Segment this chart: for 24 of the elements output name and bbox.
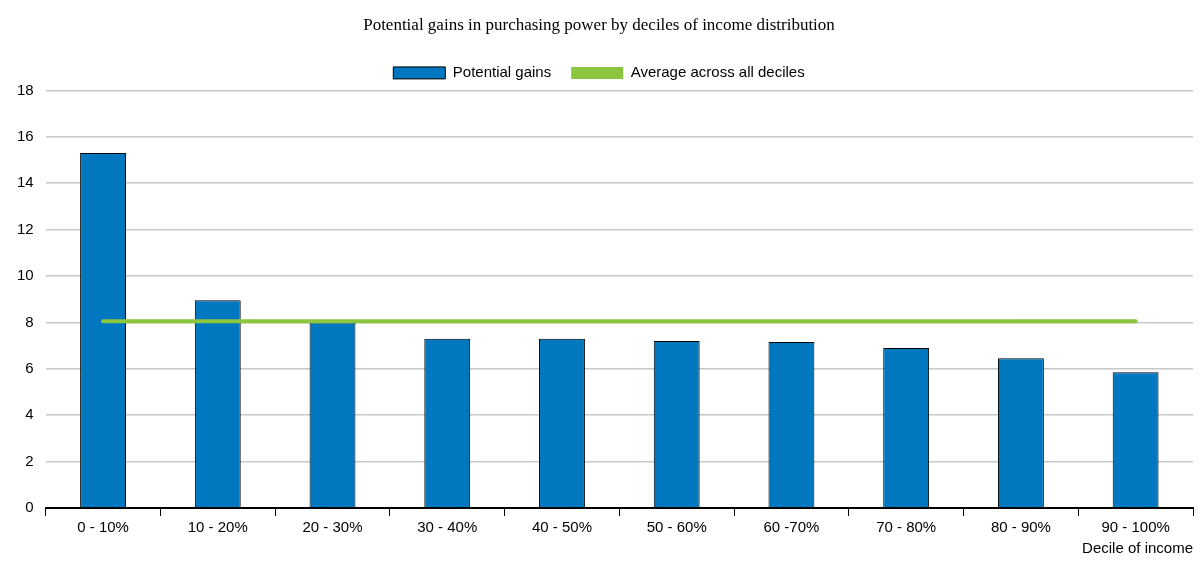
x-tick-label: 0 - 10% <box>77 518 129 536</box>
chart-title: Potential gains in purchasing power by deciles of income distribution <box>363 14 836 34</box>
x-tick-label: 50 - 60% <box>646 518 707 536</box>
x-tick-label: 30 - 40% <box>417 518 478 536</box>
x-axis-title: Decile of income <box>1082 539 1193 557</box>
x-tick-label: 40 - 50% <box>531 518 592 536</box>
y-tick-label: 0 <box>25 498 34 516</box>
y-tick-label: 4 <box>25 405 34 423</box>
y-tick-label: 10 <box>17 266 34 284</box>
y-tick-label: 18 <box>17 80 34 98</box>
y-tick-label: 16 <box>17 126 34 144</box>
legend-label: Potential gains <box>452 63 552 81</box>
y-tick-label: 8 <box>25 312 34 330</box>
x-tick-label: 20 - 30% <box>302 518 363 536</box>
y-tick-label: 6 <box>25 358 34 376</box>
y-tick-label: 14 <box>17 173 34 191</box>
y-tick-label: 2 <box>25 451 34 469</box>
x-tick-label: 10 - 20% <box>187 518 248 536</box>
x-tick-label: 70 - 80% <box>876 518 937 536</box>
legend-label: Average across all deciles <box>630 63 805 81</box>
x-tick-label: 90 - 100% <box>1101 518 1170 536</box>
x-tick-label: 80 - 90% <box>990 518 1051 536</box>
y-tick-label: 12 <box>17 219 34 237</box>
x-tick-label: 60 -70% <box>763 518 820 536</box>
